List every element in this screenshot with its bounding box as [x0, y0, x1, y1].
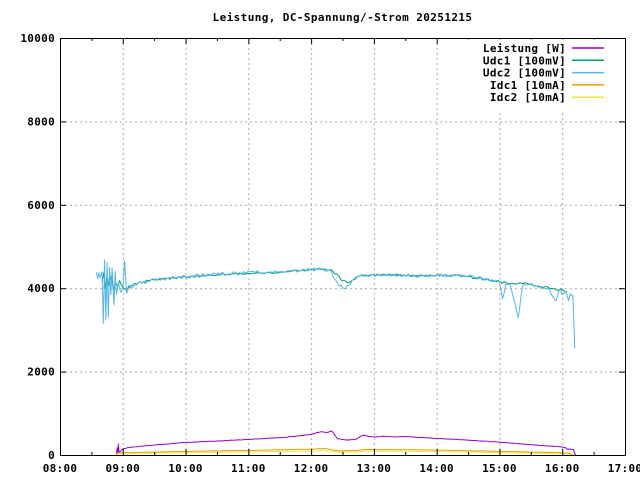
y-tick-label: 4000 [27, 282, 55, 295]
x-tick-label: 14:00 [419, 462, 454, 475]
x-tick-label: 16:00 [545, 462, 580, 475]
y-tick-label: 6000 [27, 199, 55, 212]
x-tick-label: 09:00 [105, 462, 140, 475]
legend-entry: Leistung [W] [483, 42, 604, 55]
chart-title: Leistung, DC-Spannung/-Strom 20251215 [212, 11, 473, 24]
x-tick-label: 11:00 [231, 462, 266, 475]
series-line-4 [116, 447, 575, 456]
legend-label: Udc2 [100mV] [483, 67, 566, 80]
legend-entry: Udc1 [100mV] [483, 54, 604, 67]
series-line-1 [116, 430, 577, 456]
legend: Leistung [W]Udc1 [100mV]Udc2 [100mV]Idc1… [462, 39, 624, 111]
y-tick-label: 10000 [20, 32, 55, 45]
x-tick-label: 13:00 [357, 462, 392, 475]
x-tick-label: 12:00 [294, 462, 329, 475]
gridlines [60, 38, 625, 455]
series-line-5 [116, 450, 575, 456]
x-tick-label: 10:00 [168, 462, 203, 475]
x-tick-label: 08:00 [43, 462, 78, 475]
legend-label: Idc2 [10mA] [490, 91, 566, 104]
y-tick-label: 8000 [27, 115, 55, 128]
x-tick-label: 17:00 [608, 462, 640, 475]
legend-entry: Udc2 [100mV] [483, 67, 604, 80]
y-axis-tick-labels: 0 2000 4000 6000 8000 10000 [20, 32, 55, 462]
series-line-3 [95, 259, 576, 349]
y-tick-label: 2000 [27, 366, 55, 379]
x-axis-tick-labels: 08:00 09:00 10:00 11:00 12:00 13:00 14:00 15:00… [43, 462, 640, 475]
legend-label: Udc1 [100mV] [483, 54, 566, 67]
legend-label: Leistung [W] [483, 42, 566, 55]
axis-ticks [60, 38, 626, 456]
x-tick-label: 15:00 [482, 462, 517, 475]
legend-label: Idc1 [10mA] [490, 79, 566, 92]
legend-entry: Idc1 [10mA] [490, 79, 604, 92]
y-tick-label: 0 [48, 449, 55, 462]
legend-entry: Idc2 [10mA] [490, 91, 604, 104]
